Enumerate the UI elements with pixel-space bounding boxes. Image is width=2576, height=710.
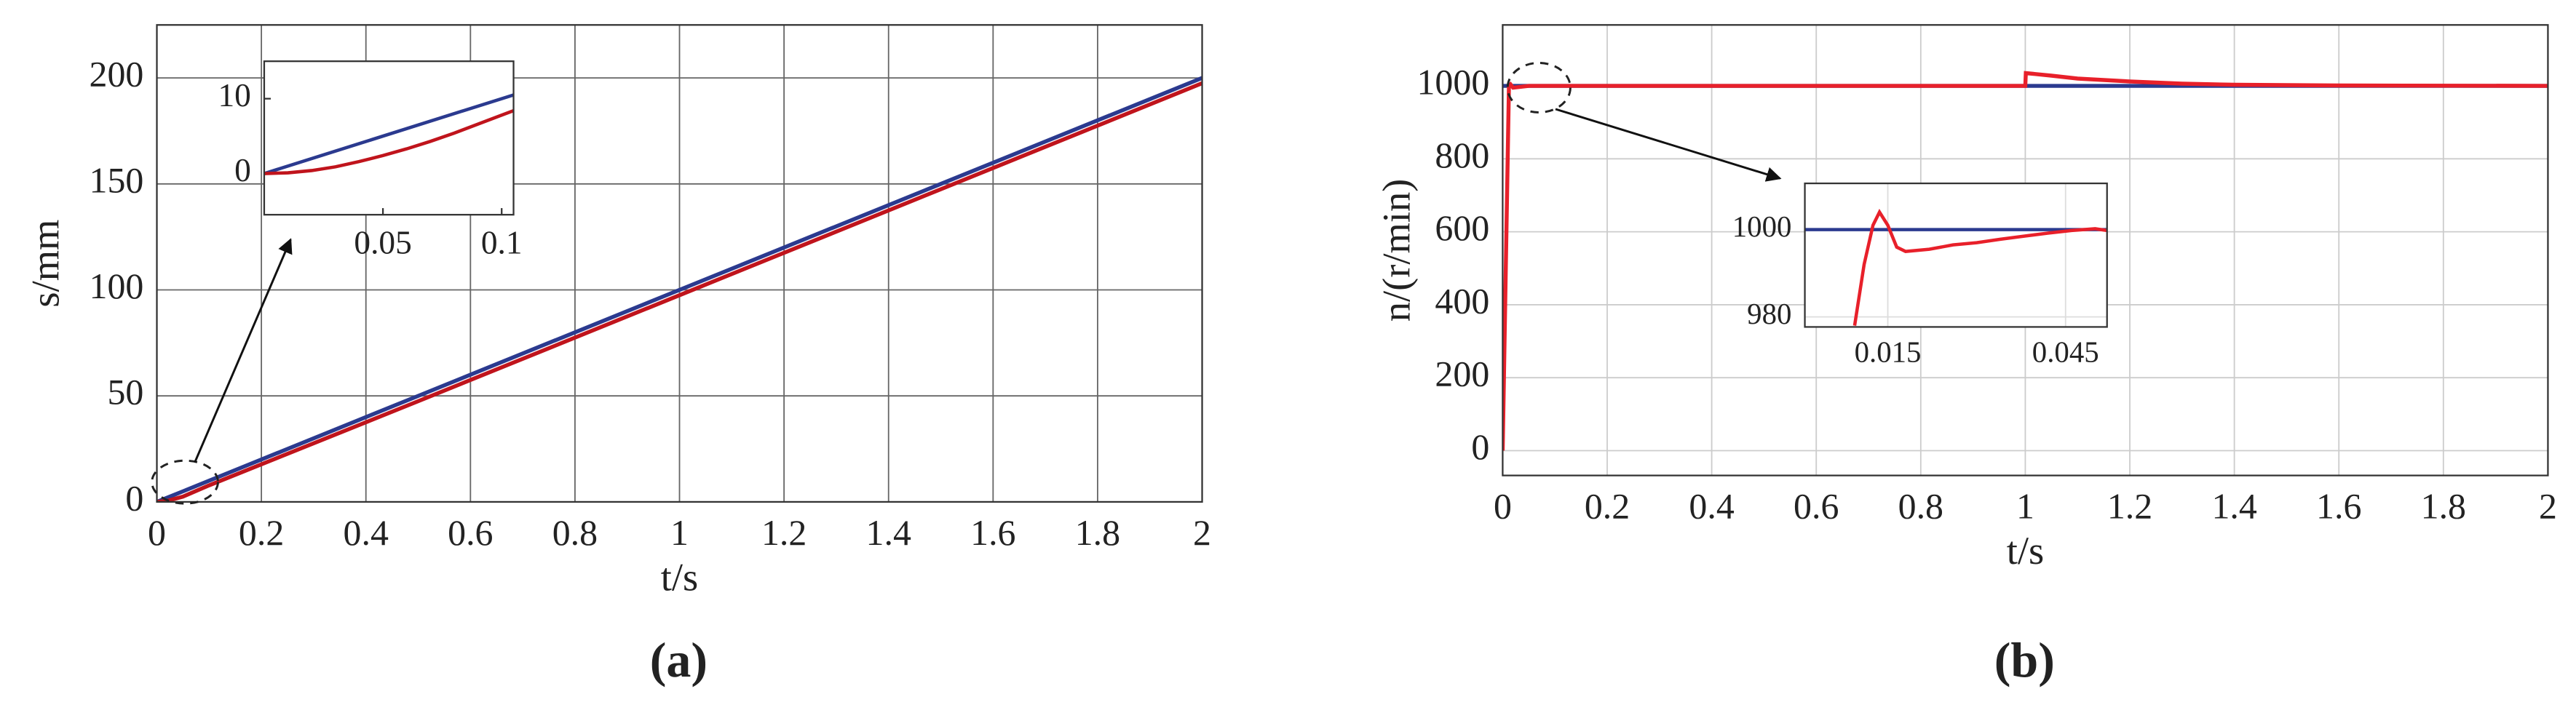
plot-frame xyxy=(156,24,1203,503)
x-axis-label: t/s xyxy=(2007,528,2044,573)
x-tick-label: 0 xyxy=(1494,486,1512,526)
x-tick-label: 0.8 xyxy=(552,513,598,553)
x-tick-label: 0 xyxy=(148,513,166,553)
y-tick-label: 1000 xyxy=(1416,62,1489,102)
data-line xyxy=(156,76,1202,502)
data-line xyxy=(156,81,1202,502)
x-tick-label: 0.2 xyxy=(1585,486,1630,526)
x-tick-label: 1 xyxy=(670,513,689,553)
x-tick-label: 0.05 xyxy=(354,225,411,261)
plot-frame xyxy=(1502,24,2549,476)
x-tick-label: 0.6 xyxy=(448,513,493,553)
x-tick-label: 1.8 xyxy=(1075,513,1120,553)
y-tick-label: 0 xyxy=(125,478,143,518)
y-tick-label: 150 xyxy=(90,160,144,200)
panel-caption: (a) xyxy=(650,632,708,687)
data-line xyxy=(1852,209,2107,326)
x-tick-label: 0.4 xyxy=(344,513,389,553)
zoom-arrow xyxy=(194,238,293,463)
x-axis-label: t/s xyxy=(661,554,698,599)
y-tick-label: 0 xyxy=(234,152,251,188)
x-tick-label: 1.6 xyxy=(2316,486,2361,526)
y-tick-label: 1000 xyxy=(1732,210,1792,243)
y-tick-label: 200 xyxy=(90,55,144,95)
plot-area xyxy=(263,61,514,215)
panel-caption: (b) xyxy=(1994,632,2055,687)
x-tick-label: 0.1 xyxy=(481,225,523,261)
y-tick-label: 800 xyxy=(1435,135,1489,175)
x-tick-label: 0.015 xyxy=(1855,336,1922,369)
x-tick-label: 0.2 xyxy=(239,513,284,553)
annotations xyxy=(151,61,1782,505)
x-tick-label: 1.2 xyxy=(761,513,807,553)
y-tick-label: 10 xyxy=(218,77,250,113)
x-tick-label: 1 xyxy=(2016,486,2034,526)
data-line xyxy=(263,108,514,175)
zoom-arrow xyxy=(1555,108,1782,182)
data-line xyxy=(1502,71,2548,451)
x-tick-label: 1.4 xyxy=(2211,486,2256,526)
y-tick-label: 0 xyxy=(1471,427,1489,467)
y-tick-label: 980 xyxy=(1747,298,1791,330)
x-tick-label: 1.2 xyxy=(2107,486,2152,526)
inset-layer: 0 10 0.05 0.1 980 1000 0.015 0.045 xyxy=(218,60,2108,369)
zoom-ellipse xyxy=(1506,61,1572,113)
y-tick-label: 400 xyxy=(1435,281,1489,321)
y-axis-label: n/(r/min) xyxy=(1374,179,1418,322)
x-tick-label: 2 xyxy=(2539,486,2557,526)
x-tick-label: 0.4 xyxy=(1689,486,1734,526)
y-axis-label: s/mm xyxy=(23,220,68,308)
x-tick-label: 0.8 xyxy=(1898,486,1943,526)
zoom-ellipse xyxy=(151,459,219,505)
data-line xyxy=(263,93,514,175)
y-tick-label: 600 xyxy=(1435,208,1489,248)
y-tick-label: 50 xyxy=(107,372,143,412)
plot-frame xyxy=(1804,182,2108,328)
x-tick-label: 2 xyxy=(1193,513,1211,553)
x-tick-label: 0.045 xyxy=(2032,336,2099,369)
x-tick-label: 1.8 xyxy=(2421,486,2466,526)
plot-area xyxy=(1804,183,2107,327)
x-tick-label: 0.6 xyxy=(1794,486,1839,526)
y-tick-label: 100 xyxy=(90,266,144,306)
y-tick-label: 200 xyxy=(1435,354,1489,394)
x-tick-label: 1.6 xyxy=(970,513,1015,553)
x-tick-label: 1.4 xyxy=(866,513,911,553)
plot-frame xyxy=(263,60,515,216)
